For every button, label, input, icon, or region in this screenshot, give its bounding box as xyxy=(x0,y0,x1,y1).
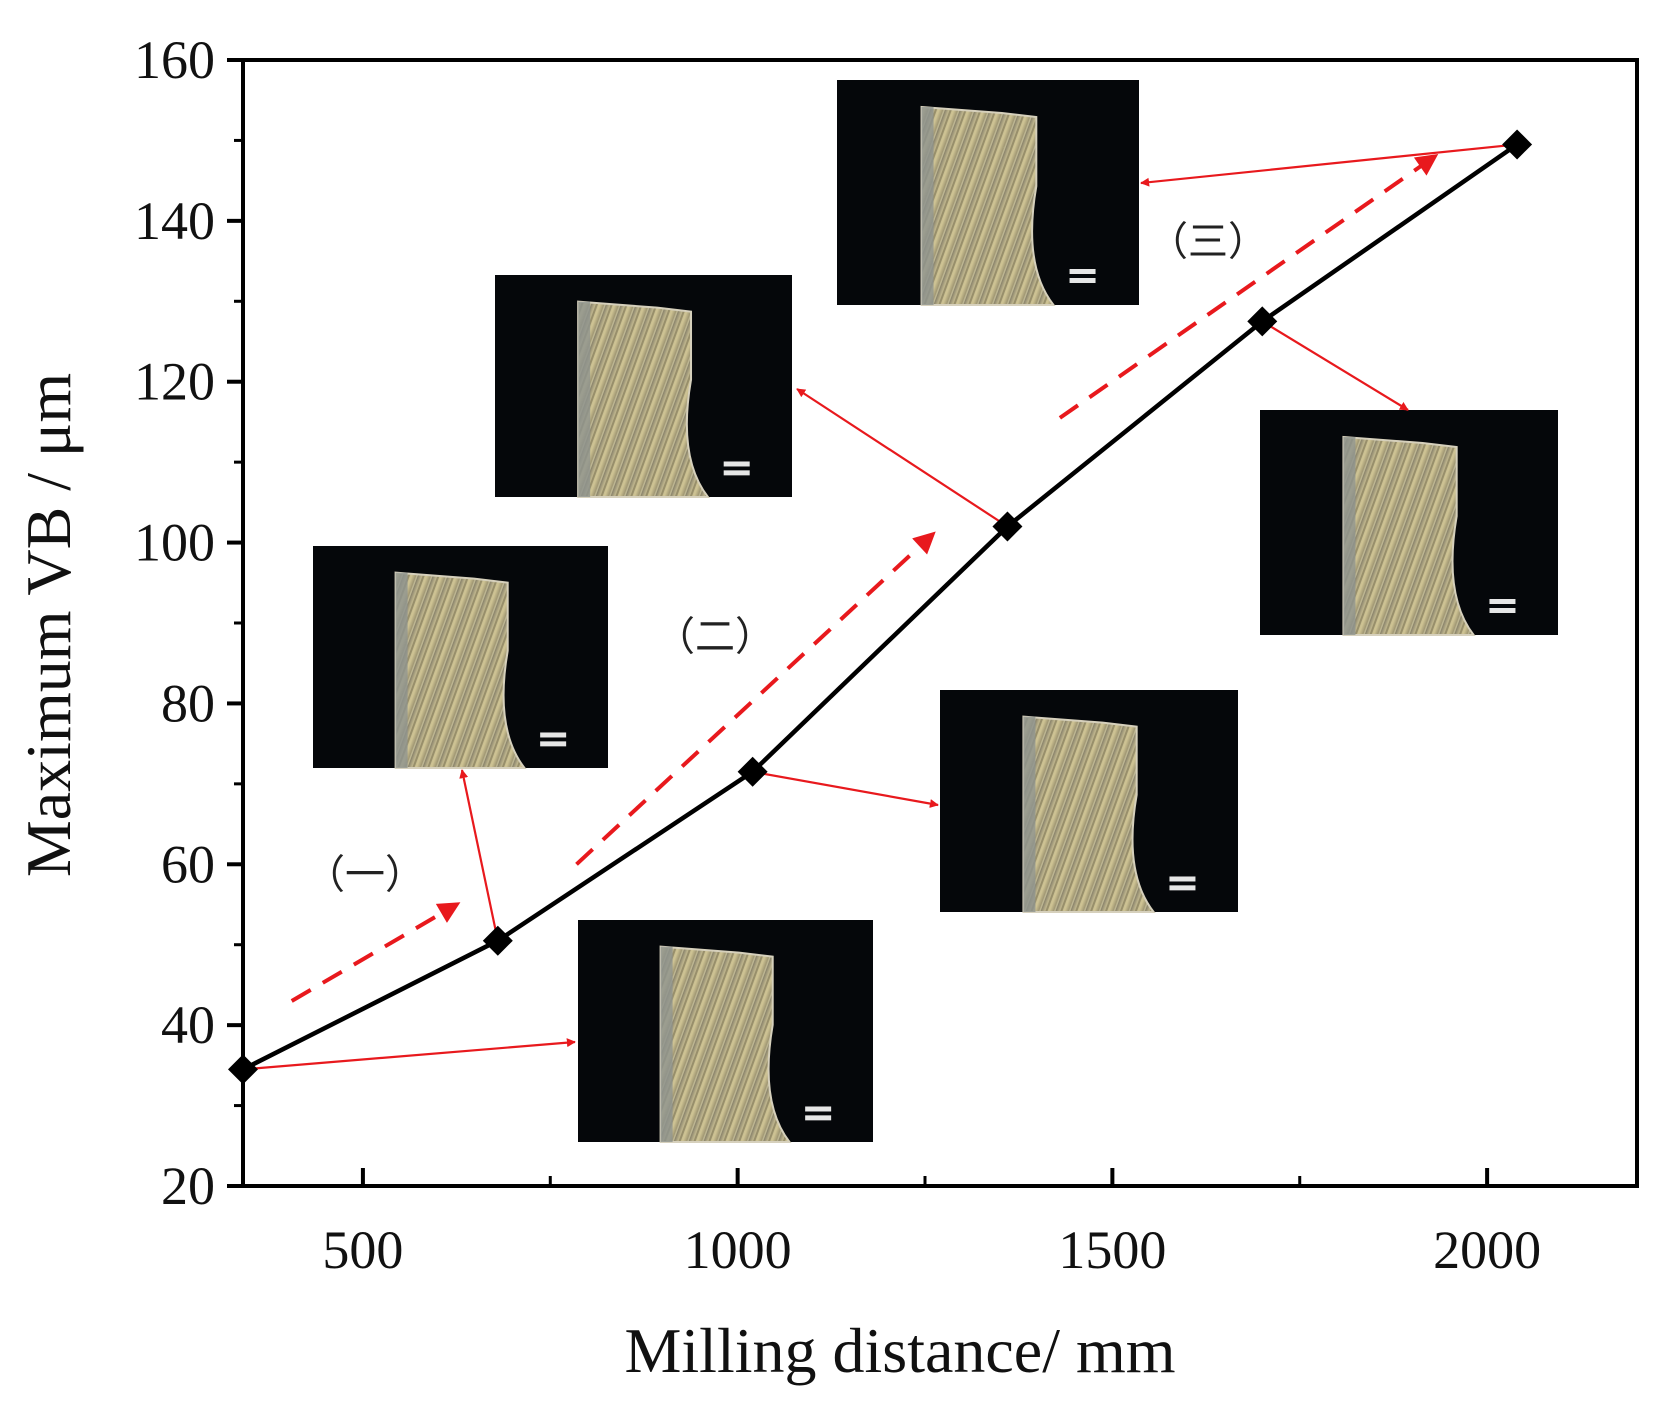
series-line xyxy=(241,142,1519,1072)
scale-bar xyxy=(1489,608,1516,613)
y-tick-label: 40 xyxy=(161,995,215,1055)
tool-wear-image-1020 xyxy=(940,690,1238,913)
tool-flank-shape xyxy=(659,945,792,1143)
y-tick-label: 80 xyxy=(161,673,215,733)
tool-flank-shape xyxy=(394,571,527,769)
tool-flank-shape xyxy=(920,105,1056,306)
scale-bar xyxy=(1169,885,1196,891)
scale-bar xyxy=(1069,269,1096,274)
scale-bar xyxy=(540,732,567,738)
pointer-arrow xyxy=(1261,320,1409,411)
y-tick-label: 20 xyxy=(161,1156,215,1216)
x-tick-label: 2000 xyxy=(1433,1220,1541,1280)
scale-bar xyxy=(1489,599,1516,604)
scale-bar xyxy=(805,1106,832,1112)
stage-trend-arrow xyxy=(290,902,461,1003)
tool-wear-image-340 xyxy=(578,920,873,1143)
scale-bar xyxy=(723,461,750,467)
tool-wear-image-680 xyxy=(313,546,608,769)
y-tick-label: 100 xyxy=(134,513,215,573)
pointer-arrow xyxy=(796,388,1009,528)
scale-bar xyxy=(805,1115,832,1121)
tool-edge-highlight xyxy=(660,946,673,1142)
stage-label: （二） xyxy=(655,614,775,660)
data-point-marker xyxy=(1247,306,1278,337)
y-tick-label: 140 xyxy=(134,191,215,251)
data-point-marker xyxy=(482,925,513,956)
x-tick-label: 1500 xyxy=(1058,1220,1166,1280)
tool-flank-shape xyxy=(1022,715,1156,913)
scale-bar xyxy=(540,741,567,747)
pointer-arrow xyxy=(242,1038,576,1071)
data-point-marker xyxy=(737,756,768,787)
x-axis-title: Milling distance/ mm xyxy=(624,1315,1175,1386)
x-tick-label: 1000 xyxy=(684,1220,792,1280)
y-tick-label: 60 xyxy=(161,834,215,894)
tool-edge-highlight xyxy=(578,301,591,497)
tool-wear-image-2040 xyxy=(837,80,1139,306)
tool-wear-image-1700 xyxy=(1260,410,1558,636)
x-tick-label: 500 xyxy=(322,1220,403,1280)
stage-trend-arrow xyxy=(575,531,936,866)
data-point-marker xyxy=(1502,129,1533,160)
tool-wear-image-1360 xyxy=(495,275,792,498)
stage-label: （三） xyxy=(1148,219,1268,265)
pointer-arrow xyxy=(1140,143,1518,187)
data-point-marker xyxy=(992,511,1023,542)
tool-edge-highlight xyxy=(1343,437,1356,635)
y-axis-title: Maximum VB / μm xyxy=(13,373,84,877)
tool-edge-highlight xyxy=(395,572,408,768)
scale-bar xyxy=(723,470,750,476)
y-tick-label: 160 xyxy=(134,30,215,90)
scale-bar xyxy=(1069,278,1096,283)
scale-bar xyxy=(1169,876,1196,882)
tool-edge-highlight xyxy=(921,107,934,305)
tool-flank-shape xyxy=(577,300,710,498)
y-tick-label: 120 xyxy=(134,352,215,412)
pointer-arrow xyxy=(752,770,939,809)
stage-label: （一） xyxy=(305,852,425,898)
data-point-marker xyxy=(228,1054,258,1085)
stage-trend-arrow xyxy=(1058,153,1439,420)
pointer-arrow xyxy=(459,769,499,941)
tool-edge-highlight xyxy=(1023,716,1036,912)
tool-flank-shape xyxy=(1342,435,1476,636)
